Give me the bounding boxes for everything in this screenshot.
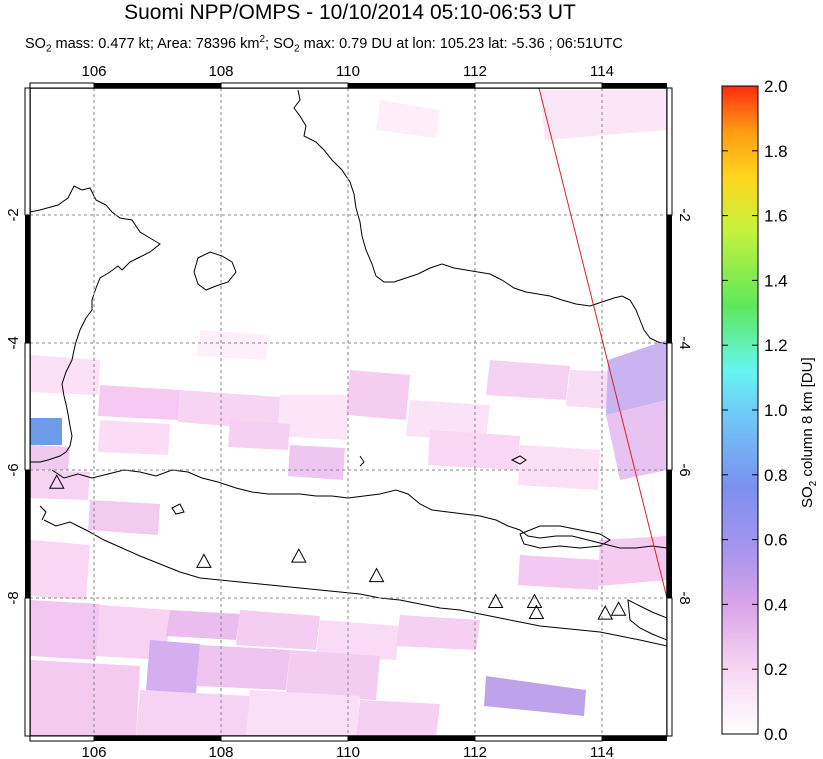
plot-subtitle: SO2 mass: 0.477 kt; Area: 78396 km2; SO2… xyxy=(25,34,623,55)
lon-label-bottom: 106 xyxy=(81,744,106,759)
colorbar-ticks: 0.0 0.2 0.4 0.6 0.8 1.0 1.2 1.4 1.6 1.8 2.0 xyxy=(722,77,788,744)
so2-pixel xyxy=(278,395,350,440)
volcano-marker xyxy=(487,593,504,609)
so2-pixel xyxy=(196,330,270,360)
so2-pixel xyxy=(98,385,180,420)
lon-label-top: 114 xyxy=(590,63,614,80)
colorbar-title: SO2 column 8 km [DU] xyxy=(799,357,819,508)
lon-label-bottom: 110 xyxy=(336,744,360,759)
volcano-markers xyxy=(48,474,627,620)
lon-label-top: 108 xyxy=(208,63,233,80)
so2-pixel xyxy=(30,660,140,736)
colorbar-tick-label: 1.6 xyxy=(764,207,788,226)
bangka-coast xyxy=(193,251,237,291)
lat-label-right: -6 xyxy=(676,463,693,476)
colorbar-tick-label: 1.0 xyxy=(764,401,788,420)
so2-pixel xyxy=(486,360,570,400)
lat-label-right: -8 xyxy=(676,591,693,604)
lat-label-left: -6 xyxy=(5,463,22,476)
so2-pixels xyxy=(30,90,667,736)
colorbar-tick-label: 0.6 xyxy=(764,531,788,550)
volcano-marker xyxy=(48,474,65,489)
volcano-marker xyxy=(290,548,307,563)
so2-pixel xyxy=(396,615,480,650)
lat-label-left: -8 xyxy=(5,591,22,604)
so2-pixel xyxy=(376,100,440,138)
colorbar-tick-label: 2.0 xyxy=(764,77,788,96)
lon-label-top: 106 xyxy=(81,63,106,80)
volcano-marker xyxy=(526,593,543,609)
java-south-coast xyxy=(43,519,667,647)
frame-bars xyxy=(24,82,673,742)
colorbar-tick-label: 1.8 xyxy=(764,142,788,161)
so2-pixel xyxy=(178,390,280,430)
so2-pixel xyxy=(540,90,667,140)
graticule xyxy=(30,88,667,736)
colorbar-tick-label: 0.4 xyxy=(764,595,788,614)
so2-pixel xyxy=(606,400,667,480)
so2-pixel xyxy=(288,445,345,480)
so2-pixel xyxy=(518,555,600,590)
colorbar-tick-label: 0.8 xyxy=(764,466,788,485)
bawean-coast xyxy=(510,455,527,465)
so2-pixel xyxy=(518,445,600,490)
so2-pixel xyxy=(146,640,200,695)
madura-coast xyxy=(519,525,611,549)
volcano-marker xyxy=(528,604,545,620)
small-island xyxy=(39,505,47,521)
so2-pixel xyxy=(598,536,667,586)
colorbar-tick-label: 1.4 xyxy=(764,271,788,290)
lon-labels: 106 108 110 112 114 106 108 110 112 114 xyxy=(81,63,613,759)
coastlines xyxy=(30,89,667,647)
so2-pixel xyxy=(236,610,320,650)
bali-coast xyxy=(627,599,667,641)
borneo-coast xyxy=(293,89,667,345)
so2-pixel xyxy=(98,420,170,455)
so2-pixel xyxy=(30,418,62,445)
lat-label-right: -2 xyxy=(676,208,693,221)
karimunjawa-coast xyxy=(359,455,365,467)
so2-pixel xyxy=(484,676,586,716)
lat-label-right: -4 xyxy=(676,336,693,349)
lon-label-top: 112 xyxy=(463,63,487,80)
so2-pixel xyxy=(316,620,400,660)
so2-pixel xyxy=(30,470,90,500)
java-north-coast xyxy=(51,469,667,549)
so2-pixel xyxy=(246,690,360,736)
orbit-edge-line xyxy=(538,87,668,599)
plot-title: Suomi NPP/OMPS - 10/10/2014 05:10-06:53 … xyxy=(124,1,576,24)
lon-label-bottom: 114 xyxy=(590,744,614,759)
so2-pixel xyxy=(30,600,100,660)
colorbar-tick-label: 0.0 xyxy=(764,725,788,744)
volcano-marker xyxy=(597,605,614,620)
sumatra-coast xyxy=(30,185,161,463)
so2-pixel xyxy=(30,540,90,600)
so2-pixel xyxy=(428,430,520,470)
volcano-marker xyxy=(610,601,627,616)
volcano-marker xyxy=(368,567,385,583)
so2-pixel xyxy=(286,650,380,700)
so2-pixel xyxy=(136,690,250,736)
so2-pixel xyxy=(356,700,440,736)
lon-label-top: 110 xyxy=(336,63,360,80)
so2-pixel xyxy=(196,645,290,690)
lat-labels: -2 -4 -6 -8 -2 -4 -6 -8 xyxy=(5,208,693,604)
so2-pixel xyxy=(166,610,240,640)
so2-pixel xyxy=(228,420,290,450)
lat-label-left: -2 xyxy=(5,208,22,221)
lat-label-left: -4 xyxy=(5,336,22,349)
so2-pixel xyxy=(30,445,70,470)
volcano-marker xyxy=(196,553,212,568)
small-island xyxy=(171,503,185,515)
lon-label-bottom: 112 xyxy=(463,744,487,759)
so2-pixel xyxy=(606,340,667,415)
so2-pixel xyxy=(346,370,410,420)
colorbar-tick-label: 1.2 xyxy=(764,336,788,355)
so2-pixel xyxy=(88,500,160,535)
so2-pixel xyxy=(406,400,490,440)
lon-label-bottom: 108 xyxy=(208,744,233,759)
colorbar-tick-label: 0.2 xyxy=(764,660,788,679)
